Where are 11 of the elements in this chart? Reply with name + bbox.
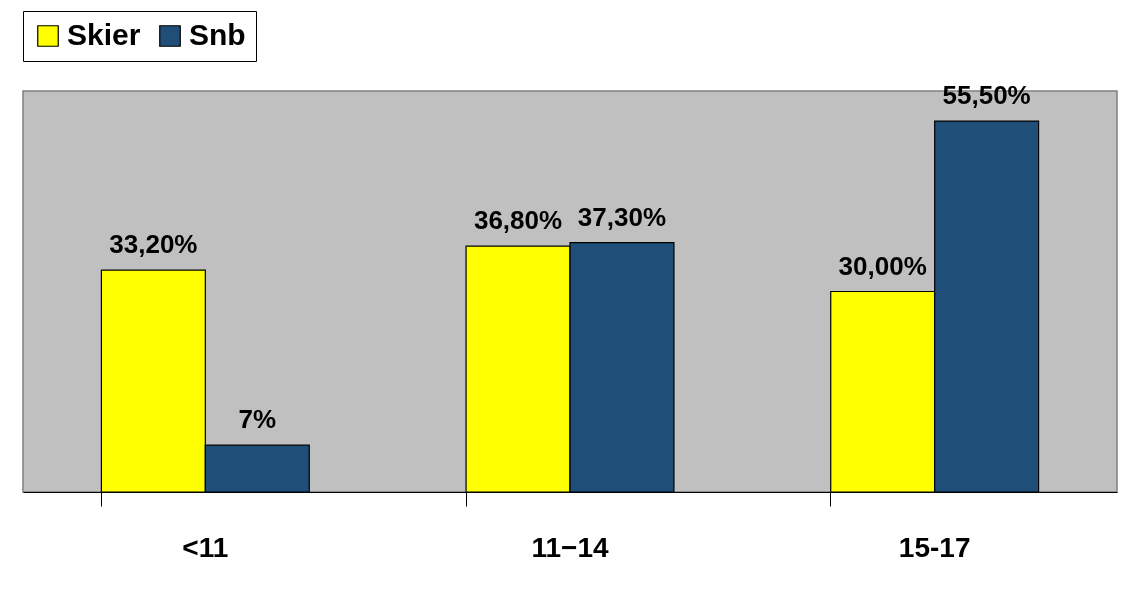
x-tick-label: 15-17 — [898, 531, 971, 563]
data-label: 37,30% — [577, 201, 667, 232]
data-label: 33,20% — [109, 229, 198, 260]
data-label: 36,80% — [473, 205, 563, 236]
x-tick-label: 11−14 — [531, 531, 609, 563]
data-label: 30,00% — [838, 250, 927, 281]
x-tick-label: <11 — [182, 531, 229, 563]
data-label: 7% — [238, 404, 277, 435]
data-label: 55,50% — [942, 80, 1031, 111]
legend-label: Snb — [189, 18, 246, 51]
legend-label: Skier — [67, 18, 141, 51]
